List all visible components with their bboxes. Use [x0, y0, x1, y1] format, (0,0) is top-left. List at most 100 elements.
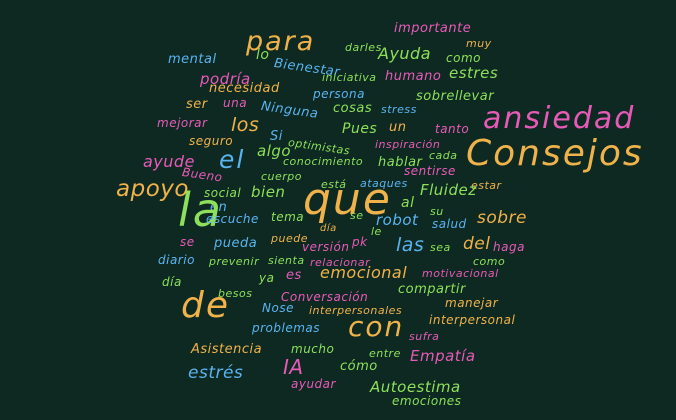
word-salud: salud: [432, 217, 467, 231]
word-darles: darles: [345, 41, 382, 54]
word-las: las: [396, 234, 425, 256]
word-ayuda: Ayuda: [378, 44, 432, 63]
word-entre: entre: [369, 347, 401, 360]
word-es: es: [286, 268, 302, 283]
word-como_bottom: cómo: [340, 359, 378, 374]
word-diario: diario: [158, 253, 195, 267]
word-al: al: [401, 195, 415, 211]
word-sentirse: sentirse: [404, 164, 456, 178]
word-dia_mid: día: [320, 223, 337, 234]
word-stress: stress: [381, 103, 417, 116]
word-ya: ya: [259, 271, 275, 285]
word-tanto: tanto: [435, 122, 470, 136]
word-empatia: Empatía: [410, 347, 476, 365]
word-ataques: ataques: [360, 177, 408, 190]
word-problemas: problemas: [252, 321, 321, 335]
word-version: versión: [302, 240, 350, 254]
word-mental: mental: [168, 52, 217, 67]
word-sobre: sobre: [477, 208, 527, 228]
word-una: una: [223, 96, 248, 110]
word-la: la: [178, 183, 223, 237]
word-conversacion: Conversación: [281, 290, 369, 304]
word-se_pink: se: [180, 235, 195, 249]
word-pk: pk: [352, 235, 368, 249]
word-interpersonal: interpersonal: [429, 313, 516, 327]
word-ansiedad: ansiedad: [483, 101, 636, 136]
word-que: que: [303, 174, 392, 225]
word-si: Si: [270, 129, 283, 144]
word-estres: estres: [449, 64, 499, 82]
word-compartir: compartir: [398, 282, 466, 297]
word-prevenir: prevenir: [209, 255, 260, 268]
word-ninguna: Ninguna: [260, 99, 320, 122]
word-interpersonales: interpersonales: [309, 304, 403, 317]
word-el: el: [219, 145, 246, 174]
word-mejorar: mejorar: [157, 116, 208, 130]
word-consejos: Consejos: [466, 133, 644, 174]
word-ia: IA: [283, 355, 304, 379]
word-podria: podría: [200, 70, 251, 88]
word-apoyo: apoyo: [116, 176, 189, 202]
word-puede: puede: [271, 232, 308, 245]
word-humano: humano: [385, 69, 442, 84]
word-se: se: [350, 209, 364, 222]
word-para: para: [246, 26, 316, 57]
word-pues: Pues: [342, 121, 378, 137]
word-de: de: [181, 285, 230, 326]
word-sufra: sufra: [409, 330, 440, 343]
word-esta: está: [321, 178, 347, 191]
word-estres_blue: estrés: [188, 363, 244, 383]
word-asistencia: Asistencia: [191, 342, 263, 357]
word-muy: muy: [466, 37, 492, 50]
word-bien: bien: [251, 183, 286, 201]
word-con: con: [348, 310, 405, 343]
word-conocimiento: conocimiento: [283, 155, 364, 168]
word-inspiracion: inspiración: [375, 138, 441, 151]
word-relacionar: relacionar: [310, 256, 371, 269]
word-los: los: [231, 114, 260, 136]
word-como_right: como: [473, 255, 506, 268]
word-cosas: cosas: [333, 101, 373, 116]
word-cuerpo: cuerpo: [261, 170, 303, 183]
word-motivacional: motivacional: [422, 267, 499, 280]
word-del: del: [463, 234, 491, 254]
word-iniciativa: iniciativa: [322, 71, 377, 84]
word-escuche: escuche: [206, 212, 259, 226]
word-como_top: como: [446, 51, 481, 65]
word-robot: robot: [376, 211, 419, 229]
word-autoestima: Autoestima: [370, 378, 461, 396]
word-ser: ser: [186, 97, 208, 112]
word-sienta: sienta: [268, 254, 305, 267]
word-un: un: [389, 120, 407, 135]
word-ayude: ayude: [143, 152, 195, 171]
word-ayudar: ayudar: [291, 377, 336, 391]
word-cada: cada: [429, 149, 458, 162]
word-tema: tema: [271, 210, 305, 224]
word-nose: Nose: [262, 301, 294, 315]
word-manejar: manejar: [445, 296, 499, 310]
word-sobrellevar: sobrellevar: [416, 89, 495, 104]
word-algo: algo: [257, 142, 292, 160]
word-mucho: mucho: [291, 342, 335, 356]
word-dia_left: día: [162, 275, 182, 289]
word-sea: sea: [430, 241, 451, 254]
word-besos: besos: [218, 287, 253, 300]
word-haga: haga: [493, 240, 525, 254]
word-su: su: [430, 205, 444, 218]
word-importante: importante: [394, 21, 472, 36]
word-hablar: hablar: [378, 155, 423, 170]
word-seguro: seguro: [189, 134, 234, 148]
word-social: social: [204, 186, 242, 200]
word-persona: persona: [313, 87, 365, 101]
word-necesidad: necesidad: [209, 81, 280, 96]
word-le: le: [371, 225, 382, 238]
word-pueda: pueda: [214, 236, 258, 251]
word-emocional: emocional: [320, 263, 408, 282]
word-en: en: [210, 200, 228, 215]
word-fluidez: Fluidez: [420, 181, 477, 199]
word-lo: lo: [256, 47, 270, 63]
word-optimistas: optimistas: [287, 136, 351, 158]
word-estar: estar: [471, 179, 502, 192]
word-emociones: emociones: [392, 394, 462, 408]
